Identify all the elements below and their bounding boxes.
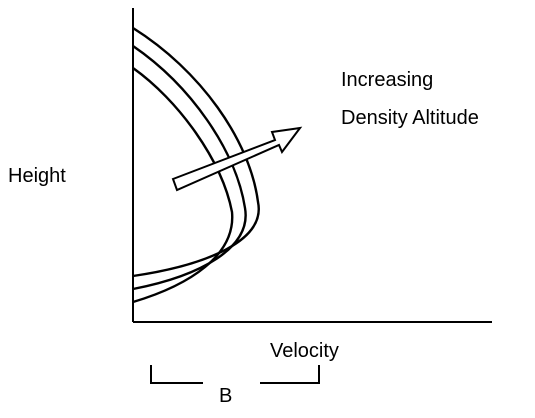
bracket-label: B <box>219 385 232 407</box>
increasing-density-arrow <box>171 126 303 192</box>
hv-curve-inner <box>132 67 234 304</box>
annotation-line-2: Density Altitude <box>341 107 479 129</box>
bracket-left <box>150 365 203 384</box>
x-axis-label: Velocity <box>270 340 339 362</box>
annotation-line-1: Increasing <box>341 69 433 91</box>
hv-curve-outer <box>132 26 260 278</box>
y-axis-label: Height <box>8 165 66 187</box>
hv-curve-middle <box>132 45 247 291</box>
bracket-right <box>260 365 320 384</box>
